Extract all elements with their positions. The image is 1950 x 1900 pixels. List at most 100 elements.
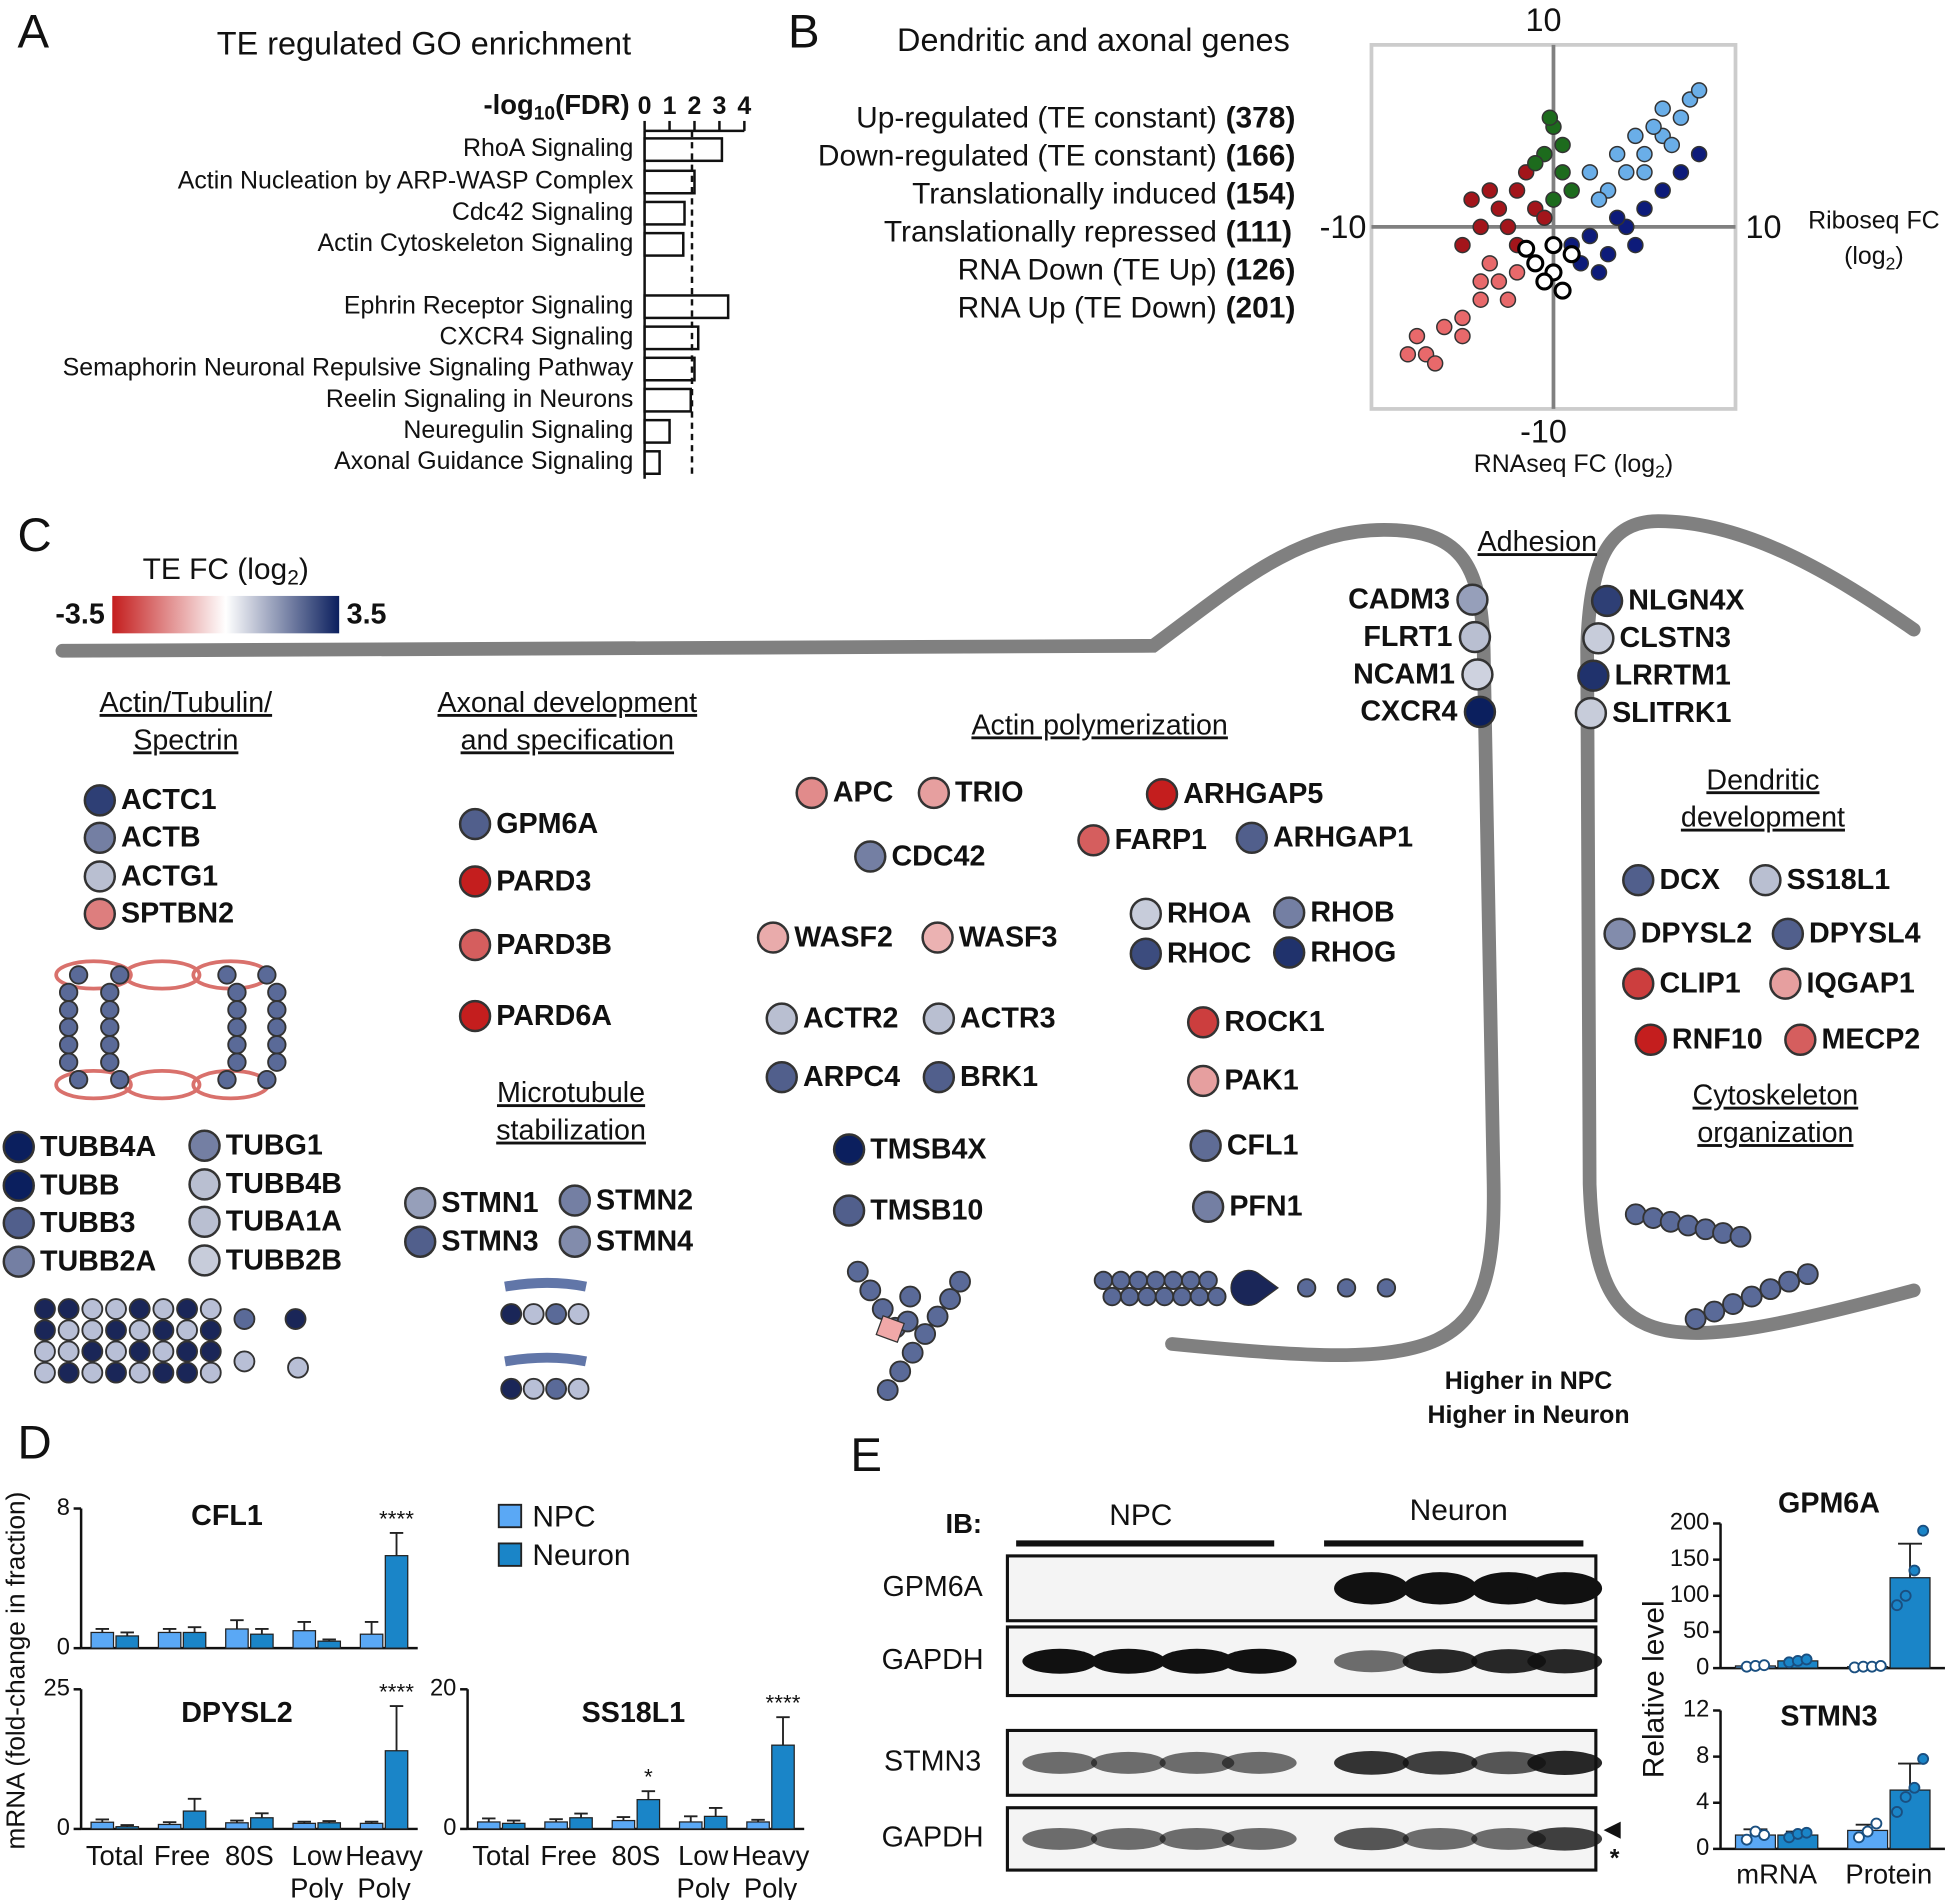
gene-label: RHOB (1310, 896, 1394, 928)
scatter-point (1636, 200, 1653, 217)
x-tick-label: Protein (1845, 1859, 1932, 1890)
decor-node (1163, 1270, 1183, 1291)
error-bar (255, 1812, 269, 1818)
decor-node (227, 982, 247, 1003)
decor-node (34, 1340, 56, 1363)
y-axis-label-part: (log (1844, 241, 1886, 269)
category-label: CXCR4 Signaling (439, 322, 633, 350)
x-axis-label-part: -log (484, 89, 534, 120)
y-axis-label: (log2) (1844, 241, 1904, 273)
gene-node (917, 776, 951, 810)
decor-node (1172, 1286, 1192, 1307)
decor-stmn (504, 1277, 588, 1292)
bar (115, 1635, 140, 1649)
gene-label: FARP1 (1115, 824, 1207, 856)
gene-label: TUBB4B (226, 1168, 342, 1200)
gene-label: STMN4 (596, 1226, 693, 1258)
gene-label: TUBB4A (40, 1131, 156, 1163)
blot-band (1402, 1751, 1478, 1775)
scatter-point (1545, 191, 1562, 208)
gene-node (1189, 1129, 1222, 1162)
decor-node (899, 1285, 922, 1308)
gene-label: ARHGAP5 (1183, 778, 1323, 810)
error-bar (322, 1638, 336, 1642)
x-tick-label: 80S (225, 1840, 274, 1871)
gene-label: CLSTN3 (1620, 622, 1731, 654)
gene-label: DPYSL4 (1809, 918, 1921, 950)
gene-node (458, 865, 492, 898)
decor-node (1093, 1270, 1114, 1291)
gene-label: ARHGAP1 (1273, 822, 1413, 854)
colorbar-title-part: ) (299, 553, 309, 586)
gene-node (832, 1194, 866, 1227)
decor-node (1796, 1263, 1819, 1286)
x-axis-label-part: 2 (1655, 461, 1665, 481)
x-tick-label: Low (292, 1840, 342, 1871)
blot-band (1090, 1827, 1166, 1850)
y-axis-label: mRNA (fold-change in fraction) (0, 1492, 30, 1850)
bar (501, 1822, 526, 1830)
gene-node (83, 860, 117, 893)
x-tick-label: Total (472, 1840, 530, 1871)
decor-node (1198, 1270, 1218, 1291)
error-bar (389, 1532, 404, 1556)
decor-node (227, 1000, 247, 1020)
gene-label: DCX (1659, 864, 1720, 896)
gene-node (1129, 937, 1163, 970)
error-bar (120, 1824, 134, 1827)
blot-band (1221, 1827, 1297, 1850)
decor-node (1703, 1300, 1726, 1323)
scatter-point (1481, 255, 1498, 272)
group-heading: organization (1697, 1117, 1853, 1149)
blot-band (1221, 1751, 1297, 1774)
decor-node (926, 1305, 949, 1328)
gene-node (188, 1205, 221, 1238)
chart-title: TE regulated GO enrichment (217, 26, 631, 62)
error-bar (297, 1621, 311, 1631)
blot-band (1022, 1751, 1098, 1774)
y-tick-label: 0 (57, 1634, 70, 1660)
scatter-point (1499, 291, 1517, 308)
gene-node (832, 1133, 866, 1166)
x-tick-label: 80S (612, 1840, 661, 1871)
bar (1889, 1577, 1931, 1669)
category-label: Actin Nucleation by ARP-WASP Complex (178, 167, 634, 195)
gene-node (1456, 583, 1489, 616)
gene-label: LRRTM1 (1615, 660, 1731, 692)
y-tick-label: 12 (1683, 1697, 1709, 1723)
gene-node (756, 921, 790, 954)
decor-stmn (504, 1352, 588, 1367)
panel-label: E (850, 1429, 882, 1482)
decor-node (257, 1069, 277, 1090)
gene-node (83, 897, 117, 931)
decor-profilin (1230, 1269, 1280, 1306)
x-tick-label: 3 (712, 92, 726, 120)
error-bar (95, 1628, 110, 1633)
scatter-point (1472, 218, 1489, 236)
decor-node (267, 982, 287, 1003)
scatter-point (1654, 182, 1671, 199)
gene-label: CADM3 (1348, 583, 1450, 615)
data-point (1740, 1833, 1753, 1846)
data-point (1899, 1589, 1912, 1602)
decor-node (81, 1340, 104, 1363)
decor-node (545, 1303, 568, 1325)
error-bar (322, 1820, 336, 1823)
group-heading: Cytoskeleton (1693, 1080, 1859, 1112)
gene-label: SS18L1 (1787, 864, 1891, 896)
legend-label: Down-regulated (TE constant) (818, 140, 1217, 173)
decor-node (1119, 1286, 1140, 1307)
decor-node (1778, 1270, 1801, 1293)
scatter-point (1481, 182, 1498, 199)
decor-node (1181, 1270, 1201, 1291)
decor-node (57, 1298, 80, 1320)
gene-node (2, 1130, 35, 1164)
gene-label: DPYSL2 (1641, 918, 1752, 950)
error-bar (364, 1820, 379, 1824)
chart-title: CFL1 (191, 1500, 263, 1532)
scatter-point (1563, 182, 1580, 199)
scatter-point (1490, 273, 1508, 290)
gene-node (2, 1169, 35, 1202)
decor-arp (875, 1314, 905, 1344)
gene-node (854, 840, 887, 873)
